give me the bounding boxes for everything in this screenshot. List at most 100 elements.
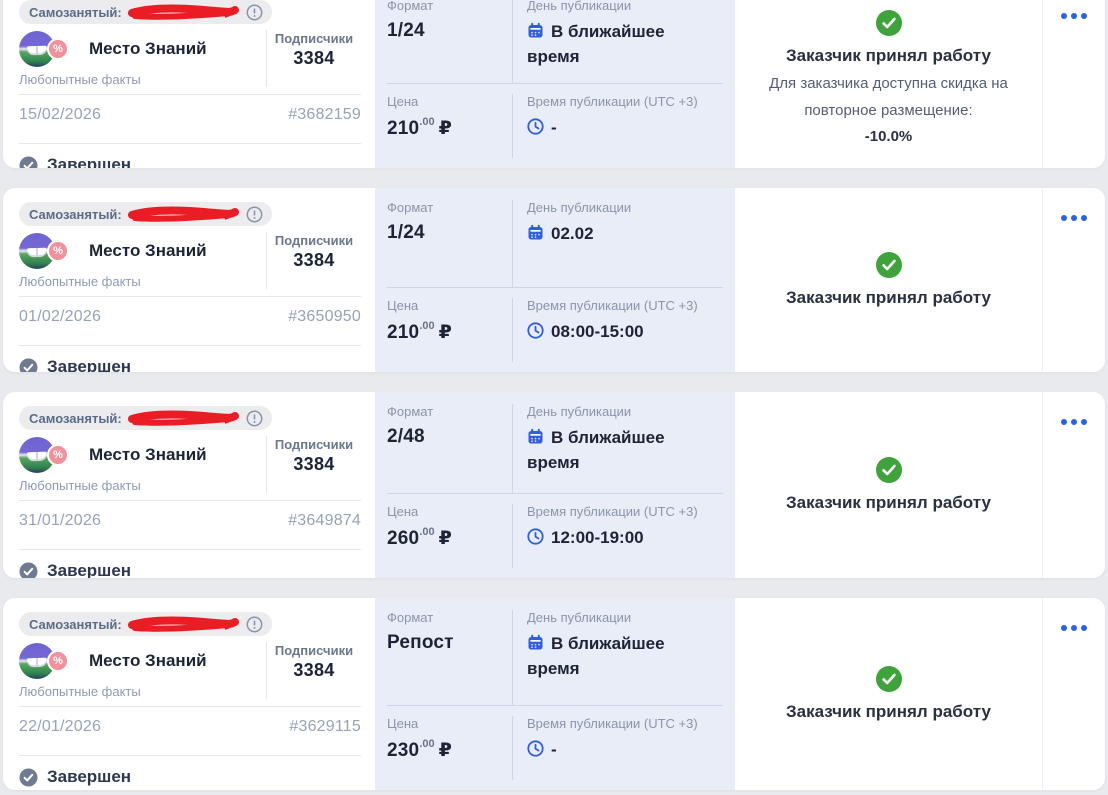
price-cell: Цена 210.00 ₽ [387, 94, 512, 158]
details-bottom-row: Цена 210.00 ₽ Время публикации (UTC +3) - [387, 84, 723, 158]
price-integer: 230 [387, 740, 420, 761]
divider [19, 143, 361, 144]
self-employed-label: Самозанятый: [29, 206, 122, 222]
discount-percent-badge: % [47, 444, 69, 466]
order-status-label: Завершен [47, 357, 132, 372]
calendar-icon [528, 634, 543, 650]
price-cents: .00 [419, 526, 435, 538]
price-value: 210.00 ₽ [387, 116, 512, 140]
format-label: Формат [387, 404, 434, 419]
channel-avatar-wrap: % [19, 642, 81, 680]
redacted-name-scribble [127, 206, 239, 222]
channel-main: % Место Знаний Любопытные факты [19, 436, 266, 493]
ellipsis-dot [1071, 419, 1077, 425]
publication-day-text: 02.02 [551, 224, 594, 243]
discount-percent-badge: % [47, 38, 69, 60]
format-value: 1/24 [387, 20, 425, 41]
result-title: Заказчик принял работу [786, 288, 991, 307]
order-card: Самозанятый: % [3, 598, 1105, 790]
subscribers-label: Подписчики [274, 437, 354, 452]
clock-icon [527, 528, 544, 545]
publication-time-text: - [551, 118, 557, 137]
publication-time-text: - [551, 740, 557, 759]
check-circle-green-icon [875, 9, 902, 36]
subscribers-block: Подписчики 3384 [266, 436, 361, 493]
info-icon[interactable] [246, 616, 263, 633]
order-result: Заказчик принял работу [735, 188, 1042, 372]
details-top-row: Формат 1/24 День публикации 02.02 [387, 200, 723, 288]
redacted-name-scribble [127, 4, 239, 20]
discount-percent-badge: % [47, 650, 69, 672]
clock-icon [527, 118, 544, 135]
currency-symbol: ₽ [438, 740, 453, 761]
price-value: 210.00 ₽ [387, 320, 512, 344]
publication-time-label: Время публикации (UTC +3) [527, 716, 698, 731]
price-integer: 260 [387, 528, 420, 549]
subscribers-label: Подписчики [274, 643, 354, 658]
self-employed-badge: Самозанятый: [19, 406, 272, 430]
channel-name[interactable]: Место Знаний [89, 39, 207, 58]
ellipsis-dot [1061, 625, 1067, 631]
check-circle-gray-icon [19, 358, 38, 372]
order-date: 15/02/2026 [19, 106, 102, 123]
publication-time-text: 08:00-15:00 [551, 322, 644, 341]
ellipsis-dot [1081, 419, 1087, 425]
order-actions [1042, 188, 1105, 372]
order-status-row: Завершен [19, 550, 361, 578]
format-cell: Формат 2/48 [387, 404, 512, 493]
order-card-left: Самозанятый: % [3, 0, 375, 168]
order-card-details: Формат 2/48 День публикации В ближайшее … [375, 392, 735, 578]
more-actions-button[interactable] [1059, 417, 1089, 427]
order-status-label: Завершен [47, 561, 132, 578]
info-icon[interactable] [246, 4, 263, 21]
channel-name[interactable]: Место Знаний [89, 241, 207, 260]
publication-time-text: 12:00-19:00 [551, 528, 644, 547]
format-cell: Формат 1/24 [387, 0, 512, 83]
details-top-row: Формат 1/24 День публикации В ближайшее … [387, 0, 723, 84]
channel-name[interactable]: Место Знаний [89, 651, 207, 670]
channel-name[interactable]: Место Знаний [89, 445, 207, 464]
ellipsis-dot [1061, 419, 1067, 425]
more-actions-button[interactable] [1059, 213, 1089, 223]
self-employed-label: Самозанятый: [29, 410, 122, 426]
order-result: Заказчик принял работу [735, 392, 1042, 578]
channel-row: % Место Знаний Любопытные факты Подписчи… [19, 30, 361, 87]
publication-day-label: День публикации [527, 610, 632, 625]
price-label: Цена [387, 298, 419, 313]
order-id: #3682159 [288, 106, 361, 123]
ellipsis-dot [1081, 13, 1087, 19]
subscribers-count: 3384 [293, 48, 335, 68]
channel-row: % Место Знаний Любопытные факты Подписчи… [19, 232, 361, 289]
channel-main: % Место Знаний Любопытные факты [19, 642, 266, 699]
result-title: Заказчик принял работу [786, 702, 991, 721]
channel-main: % Место Знаний Любопытные факты [19, 30, 266, 87]
subscribers-label: Подписчики [274, 31, 354, 46]
publication-day-text: В ближайшее время [527, 634, 665, 678]
info-icon[interactable] [246, 410, 263, 427]
info-icon[interactable] [246, 206, 263, 223]
publication-day-cell: День публикации 02.02 [512, 200, 723, 287]
currency-symbol: ₽ [438, 322, 453, 343]
check-circle-gray-icon [19, 156, 38, 168]
order-status-row: Завершен [19, 346, 361, 372]
price-cell: Цена 260.00 ₽ [387, 504, 512, 568]
check-circle-gray-icon [19, 768, 38, 786]
format-cell: Формат Репост [387, 610, 512, 705]
subscribers-block: Подписчики 3384 [266, 30, 361, 87]
divider [19, 706, 361, 707]
order-card-left: Самозанятый: % [3, 188, 375, 372]
order-card-details: Формат 1/24 День публикации В ближайшее … [375, 0, 735, 168]
order-date: 22/01/2026 [19, 718, 102, 735]
publication-time-value: - [527, 738, 705, 763]
publication-time-label: Время публикации (UTC +3) [527, 504, 698, 519]
channel-category: Любопытные факты [19, 274, 141, 289]
publication-day-cell: День публикации В ближайшее время [512, 0, 723, 83]
book-icon [26, 451, 48, 462]
channel-header: % Место Знаний [19, 232, 266, 270]
channel-avatar-wrap: % [19, 436, 81, 474]
publication-time-cell: Время публикации (UTC +3) - [512, 94, 723, 158]
more-actions-button[interactable] [1059, 11, 1089, 21]
more-actions-button[interactable] [1059, 623, 1089, 633]
order-result: Заказчик принял работу Для заказчика дос… [735, 0, 1042, 168]
check-circle-green-icon [875, 457, 902, 483]
